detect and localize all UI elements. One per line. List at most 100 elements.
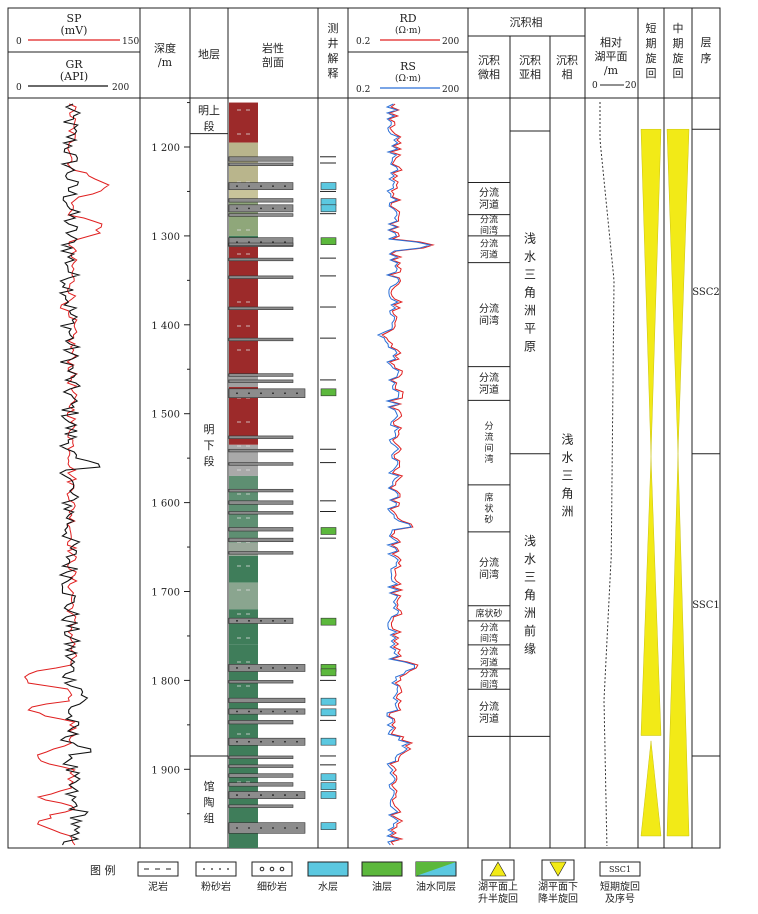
- legend-item-label: 泥岩: [148, 880, 168, 893]
- rd-rs-header: RD (Ω·m) 0.2 200 RS (Ω·m) 0.2 200: [356, 12, 459, 95]
- sand-grain-dot: [284, 392, 286, 395]
- short-cycle-char-1: 短: [646, 21, 657, 35]
- strata-header: 地层: [198, 48, 220, 61]
- water-layer-mark: [320, 822, 337, 830]
- oil-layer-mark: [320, 388, 337, 397]
- rd-unit: (Ω·m): [395, 25, 421, 36]
- oil-layer-mark: [320, 527, 337, 535]
- log-interpretation-column: [320, 156, 337, 830]
- subfacies-label: 水: [524, 249, 536, 263]
- rd-min: 0.2: [356, 37, 370, 47]
- subfacies-label: 三: [524, 267, 536, 281]
- sp-gr-header: SP (mV) 0 150 GR (API) 0 200: [16, 12, 139, 93]
- sandstone-bed: [228, 306, 294, 310]
- sandstone-bed: [228, 755, 294, 759]
- microfacies-label: 河道: [480, 249, 498, 261]
- microfacies-column: 分流河道分流间湾分流河道分流间湾分流河道分流间湾席状砂分流间湾席状砂分流间湾分流…: [468, 182, 510, 737]
- lithology-column: [228, 102, 306, 848]
- depth-tick-label: 1 500: [151, 410, 180, 421]
- depth-tick-label: 1 200: [151, 143, 180, 154]
- facies-label: 三: [561, 468, 573, 482]
- legend-oil-part: [416, 862, 456, 876]
- mid-cycle-char-4: 回: [673, 67, 684, 80]
- short-cycle-char-3: 旋: [646, 51, 657, 65]
- subfacies-label: 角: [524, 588, 536, 602]
- depth-header-line1: 深度: [154, 41, 176, 55]
- sandstone-bed: [228, 198, 294, 203]
- sandstone-bed: [228, 379, 294, 383]
- sand-grain-dot: [260, 794, 262, 796]
- water-layer-mark: [320, 782, 337, 790]
- legend-item-label: 及序号: [605, 892, 635, 905]
- sand-grain-dot: [272, 185, 274, 188]
- sand-grain-dot: [248, 207, 250, 210]
- depth-tick-label: 1 800: [151, 676, 180, 687]
- sand-grain-dot: [272, 794, 274, 796]
- depth-tick-label: 1 300: [151, 232, 180, 243]
- short-cycle-char-2: 期: [646, 37, 657, 50]
- oil-layer-mark: [320, 237, 337, 245]
- log-interp-char-4: 释: [328, 67, 339, 80]
- water-layer-mark: [320, 791, 337, 799]
- microfacies-label: 分流: [480, 645, 498, 657]
- legend-item-label: 粉砂岩: [201, 880, 231, 893]
- lithology-base-interval: [229, 555, 258, 583]
- gr-curve: [58, 103, 101, 846]
- sandstone-bed: [228, 551, 294, 555]
- legend-item-oil-layer: 油层: [361, 861, 403, 893]
- facies-label: 水: [561, 450, 573, 464]
- sandstone-bed: [228, 337, 294, 342]
- microfacies-label: 分流: [480, 621, 498, 633]
- rs-max: 200: [442, 85, 459, 95]
- subfacies-label: 水: [524, 552, 536, 566]
- lithology-base-interval: [229, 582, 258, 610]
- microfacies-label: 湾: [484, 453, 493, 465]
- sand-grain-dot: [284, 827, 286, 829]
- subfacies-label: 浅: [524, 534, 536, 548]
- legend-oil-box: [361, 861, 403, 877]
- gr-max: 200: [112, 83, 129, 93]
- sp-curve: [23, 103, 110, 846]
- short-cycle-column: [640, 128, 662, 837]
- sand-grain-dot: [284, 619, 286, 622]
- lake-level-curve: [599, 102, 615, 847]
- depth-tick-label: 1 900: [151, 765, 180, 776]
- mid-cycle-header: 中 期 旋 回: [673, 22, 684, 80]
- sand-grain-dot: [236, 827, 238, 829]
- lithology-base-interval: [229, 475, 258, 543]
- microfacies-label: 分流: [479, 700, 499, 713]
- sand-grain-dot: [248, 392, 250, 395]
- log-interp-header: 测 井 解 释: [328, 22, 339, 80]
- microfacies-label: 席状砂: [475, 607, 502, 619]
- strata-label: 陶: [204, 795, 215, 809]
- mid-cycle-char-1: 中: [673, 22, 684, 35]
- facies-col-header-line2: 相: [562, 68, 573, 81]
- mid-cycle-char-3: 旋: [673, 51, 684, 65]
- sandstone-bed: [228, 664, 306, 672]
- rd-curve: [381, 103, 435, 846]
- sand-grain-dot: [296, 827, 298, 829]
- legend-circle: [269, 866, 275, 872]
- sand-grain-dot: [296, 740, 298, 743]
- subfacies-header-line1: 沉积: [519, 54, 541, 67]
- sequence-column: SSC2 SSC1: [692, 128, 720, 757]
- sand-grain-dot: [260, 241, 262, 244]
- lake-level-header: 相对 湖平面 /m 0 20: [592, 35, 637, 91]
- strata-label: 段: [204, 119, 215, 133]
- subfacies-label: 平: [524, 321, 536, 335]
- sandstone-bed: [228, 737, 306, 746]
- subfacies-label: 前: [524, 623, 536, 638]
- microfacies-label: 河道: [479, 383, 499, 396]
- subfacies-header-line2: 亚相: [519, 68, 541, 81]
- legend-symbol-box: [195, 861, 237, 877]
- strata-label: 组: [204, 811, 215, 825]
- sand-grain-dot: [284, 710, 286, 713]
- microfacies-header-line2: 微相: [478, 67, 500, 81]
- legend-item-label: 细砂岩: [257, 880, 287, 893]
- legend-item-water-layer: 水层: [307, 861, 349, 893]
